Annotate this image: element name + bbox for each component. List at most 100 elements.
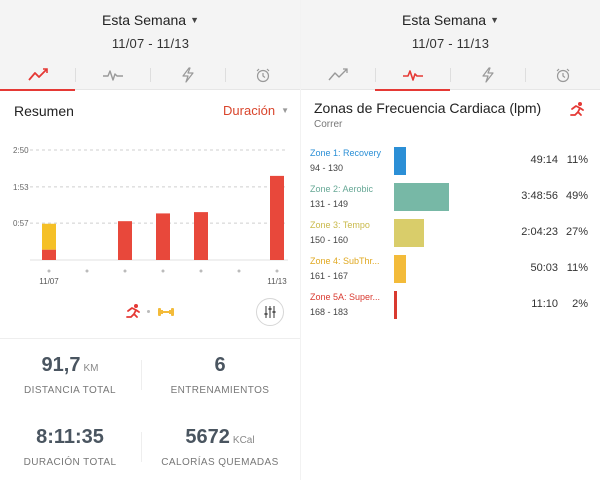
running-icon[interactable]: [124, 303, 142, 321]
zone-time: 11:10: [531, 298, 558, 310]
chevron-down-icon: ▼: [490, 15, 499, 25]
zone-time: 3:48:56: [521, 190, 558, 202]
stat-calories: 5672 KCal CALORÍAS QUEMADAS: [155, 426, 285, 468]
zone-percent: 11%: [566, 154, 588, 166]
zone-range: 131 - 149: [310, 199, 349, 209]
zone-bar: [394, 219, 425, 247]
x-tick-dot: [85, 269, 89, 273]
metric-selector[interactable]: Duración ▼: [223, 103, 289, 118]
stat-total-distance: 91,7 KM DISTANCIA TOTAL: [5, 354, 135, 396]
tab-bar: [301, 60, 600, 91]
filter-settings-button[interactable]: [256, 298, 284, 326]
stat-calories-value: 5672: [185, 426, 230, 448]
lightning-icon: [481, 67, 494, 83]
tab-heart-rate[interactable]: [75, 60, 150, 90]
tab-recovery[interactable]: [225, 60, 301, 90]
zone-name: Zone 3: Tempo: [310, 220, 370, 230]
x-tick-dot: [199, 269, 203, 273]
zone-range: 161 - 167: [310, 271, 349, 281]
week-selector[interactable]: Esta Semana ▼: [301, 12, 600, 28]
line-chart-icon: [328, 68, 348, 81]
heart-rate-icon: [402, 70, 423, 81]
bar: [270, 175, 284, 260]
zone-row[interactable]: Zone 5A: Super... 168 - 183 11:10 2%: [301, 289, 600, 325]
y-tick-label: 1:53: [13, 183, 29, 192]
stat-calories-label: CALORÍAS QUEMADAS: [161, 457, 279, 468]
zone-range: 94 - 130: [310, 163, 344, 173]
zone-percent: 27%: [565, 226, 588, 238]
heart-rate-icon: [102, 70, 123, 81]
line-chart-icon: [27, 68, 48, 81]
zone-time: 50:03: [530, 262, 558, 274]
alarm-clock-icon: [256, 68, 270, 83]
tab-bar: [0, 60, 301, 91]
zone-percent: 2%: [572, 298, 588, 310]
zone-name: Zone 5A: Super...: [310, 292, 381, 302]
tab-intensity[interactable]: [450, 60, 525, 90]
bar: [156, 213, 170, 260]
x-tick-dot: [275, 269, 279, 273]
bar: [194, 212, 208, 260]
zone-bar: [394, 147, 407, 175]
activity-filter-row: [0, 298, 301, 326]
heart-rate-zones-panel: Esta Semana ▼ 11/07 - 11/13 Zonas de Frec…: [301, 0, 600, 480]
date-range: 11/07 - 11/13: [111, 36, 190, 51]
summary-title: Resumen: [14, 103, 74, 119]
zone-row[interactable]: Zone 3: Tempo 150 - 160 2:04:23 27%: [301, 217, 600, 253]
metric-selector-label: Duración: [223, 103, 276, 118]
x-tick-dot: [123, 269, 127, 273]
strength-icon[interactable]: [157, 305, 175, 319]
alarm-clock-icon: [556, 68, 569, 83]
zone-row[interactable]: Zone 2: Aerobic 131 - 149 3:48:56 49%: [301, 181, 600, 217]
stat-workouts-label: ENTRENAMIENTOS: [170, 385, 270, 396]
zone-percent: 49%: [565, 190, 588, 202]
bar: [42, 249, 56, 260]
stat-workouts: 6 ENTRENAMIENTOS: [155, 354, 285, 396]
x-tick-label: 11/07: [39, 277, 59, 286]
stat-workouts-value: 6: [214, 354, 226, 376]
chevron-down-icon: ▼: [190, 15, 199, 25]
zones-title: Zonas de Frecuencia Cardiaca (lpm): [314, 100, 542, 116]
week-selector[interactable]: Esta Semana ▼: [0, 12, 301, 28]
zone-range: 168 - 183: [310, 307, 349, 317]
x-tick-dot: [237, 269, 241, 273]
stat-duration-label: DURACIÓN TOTAL: [23, 457, 117, 468]
summary-panel: Esta Semana ▼ 11/07 - 11/13 Resumen Durac…: [0, 0, 301, 468]
y-tick-label: 0:57: [13, 219, 29, 228]
stat-total-duration: 8:11:35 DURACIÓN TOTAL: [5, 426, 135, 468]
zone-bar: [394, 291, 397, 319]
tab-trend[interactable]: [301, 60, 375, 90]
tab-trend[interactable]: [0, 60, 75, 91]
tab-intensity[interactable]: [150, 60, 225, 90]
week-header: Esta Semana ▼ 11/07 - 11/13: [301, 0, 600, 60]
zone-percent: 11%: [566, 262, 588, 274]
stat-calories-unit: KCal: [232, 435, 255, 446]
lightning-icon: [181, 67, 194, 83]
zone-name: Zone 4: SubThr...: [310, 256, 380, 266]
running-icon[interactable]: [568, 101, 586, 119]
date-range: 11/07 - 11/13: [411, 36, 490, 51]
zone-range: 150 - 160: [310, 235, 349, 245]
week-label: Esta Semana: [102, 12, 187, 28]
zone-name: Zone 1: Recovery: [310, 148, 382, 158]
tab-heart-rate[interactable]: [375, 60, 450, 91]
zone-row[interactable]: Zone 4: SubThr... 161 - 167 50:03 11%: [301, 253, 600, 289]
bar: [42, 223, 56, 250]
stat-distance-unit: KM: [83, 363, 99, 374]
x-tick-dot: [47, 269, 51, 273]
stat-distance-label: DISTANCIA TOTAL: [24, 385, 116, 396]
dropdown-arrow-icon: ▼: [281, 106, 289, 115]
zone-time: 2:04:23: [521, 226, 558, 238]
week-label: Esta Semana: [402, 12, 487, 28]
sliders-icon: [264, 306, 276, 318]
zone-bar: [394, 255, 407, 283]
tab-recovery[interactable]: [525, 60, 600, 90]
zone-time: 49:14: [530, 154, 558, 166]
activity-type: Correr: [314, 119, 343, 130]
y-tick-label: 2:50: [13, 146, 29, 155]
weekly-duration-chart: 0:57 1:53 2:50 11/07 11/13: [13, 146, 288, 286]
stat-distance-value: 91,7: [41, 354, 81, 376]
stat-duration-value: 8:11:35: [36, 426, 104, 448]
zone-name: Zone 2: Aerobic: [310, 184, 374, 194]
zone-row[interactable]: Zone 1: Recovery 94 - 130 49:14 11%: [301, 145, 600, 181]
